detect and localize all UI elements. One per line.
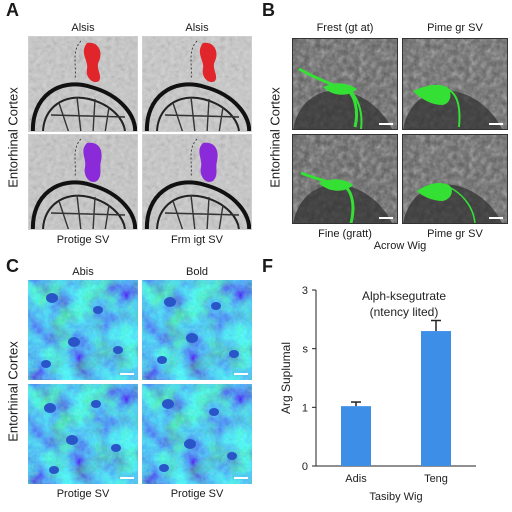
- panel-a-image-2: [142, 36, 252, 132]
- panel-a-top-label-1: Alsis: [71, 22, 95, 34]
- panel-b-bottom-label-2: Pime gr SV: [427, 228, 483, 240]
- panel-b-image-2: [402, 38, 508, 130]
- scale-bar: [234, 477, 248, 479]
- panel-c-image-1: [28, 280, 138, 380]
- x-axis-label: Tasiby Wig: [369, 491, 422, 503]
- y-axis-label: Arg Suplumal: [279, 342, 293, 414]
- panel-a-bottom-label-1: Protige SV: [56, 234, 110, 246]
- x-tick-label: Adis: [345, 473, 367, 485]
- panel-b-image-1: [292, 38, 398, 130]
- panel-c-image-2: [142, 280, 252, 380]
- panel-b-top-label-1: Frest (gt at): [316, 22, 374, 34]
- panel-c-letter: C: [6, 256, 19, 276]
- scale-bar: [120, 477, 134, 479]
- panel-c-top-label-1: Abis: [72, 266, 94, 278]
- bar-chart: 0 1 s 3 Adis Teng Alph-ksegutrate (ntency lited…: [279, 285, 476, 503]
- panel-b-caption: Acrow Wig: [373, 240, 427, 252]
- panel-a-bottom-label-2: Frm igt SV: [171, 234, 223, 246]
- panel-c-side-label: Entorhinal Cortex: [5, 341, 21, 442]
- panel-a-letter: A: [6, 0, 19, 20]
- chart-title: Alph-ksegutrate: [362, 289, 446, 303]
- panel-c-image-3: [28, 384, 138, 484]
- chart-subtitle: (ntency lited): [370, 305, 439, 319]
- panel-a-image-4: [142, 134, 252, 230]
- panel-a-side-label: Entorhinal Cortex: [5, 87, 21, 188]
- panel-b-top-label-2: Pime gr SV: [427, 22, 483, 34]
- panel-c-top-label-2: Bold: [185, 266, 209, 278]
- panel-c-image-4: [142, 384, 252, 484]
- panel-b-letter: B: [262, 0, 275, 20]
- panel-c-bottom-label-1: Protige SV: [56, 488, 110, 500]
- panel-a-image-1: [28, 36, 138, 132]
- bar-teng: [421, 331, 451, 466]
- x-tick-label: Teng: [424, 473, 448, 485]
- y-tick-label: 3: [302, 285, 308, 297]
- panel-a-top-label-2: Alsis: [185, 22, 209, 34]
- panel-b-bottom-label-1: Fine (gratt): [318, 228, 372, 240]
- panel-b-image-3: [292, 134, 398, 224]
- y-tick-label: s: [303, 344, 309, 356]
- panel-a-image-3: [28, 134, 138, 230]
- panel-b-side-label: Entorhinal Cortex: [267, 87, 283, 188]
- scale-bar: [120, 373, 134, 375]
- scale-bar: [234, 373, 248, 375]
- panel-b-image-4: [402, 134, 508, 224]
- panel-c-bottom-label-2: Protige SV: [170, 488, 224, 500]
- bar-adis: [341, 406, 371, 466]
- y-tick-label: 1: [302, 402, 308, 414]
- y-tick-label: 0: [302, 461, 308, 473]
- panel-f-letter: F: [262, 256, 273, 276]
